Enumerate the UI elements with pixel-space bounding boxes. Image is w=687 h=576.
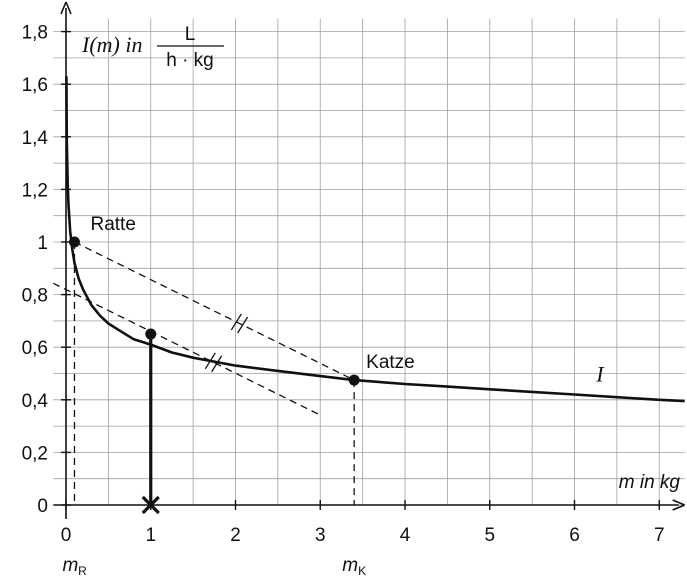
y-tick-label-2: 0,4 (22, 391, 49, 412)
y-tick-label-7: 1,4 (22, 128, 49, 149)
y-axis-label: I(m) in L h · kg (81, 24, 224, 71)
y-axis-label-denominator: h · kg (166, 50, 214, 71)
marked-x-label-0: m (63, 555, 79, 576)
y-tick-label-6: 1,2 (22, 180, 48, 201)
x-tick-label-2: 2 (230, 525, 241, 546)
point-marks: Ratte Katze (68, 214, 415, 515)
axes (53, 1, 685, 519)
secant-parallel-mark-1 (237, 316, 249, 334)
x-tick-label-3: 3 (315, 525, 326, 546)
x-tick-label-5: 5 (484, 525, 495, 546)
x-tick-label-1: 1 (145, 525, 156, 546)
cross-mark (141, 495, 160, 515)
tangent-line (52, 282, 321, 416)
y-axis-label-numerator: L (185, 24, 196, 45)
secant-line (74, 241, 355, 381)
point-label-0: Ratte (90, 214, 135, 235)
x-tick-label-0: 0 (61, 525, 72, 546)
y-tick-label-5: 1 (37, 233, 48, 254)
y-tick-label-3: 0,6 (22, 338, 48, 359)
guide-lines (52, 241, 355, 505)
point-1 (145, 328, 157, 340)
y-axis-label-prefix: I(m) in (81, 32, 142, 57)
y-tick-label-9: 1,8 (22, 23, 48, 44)
point-label-2: Katze (366, 352, 415, 373)
y-axis-arrow (60, 1, 72, 15)
grid (53, 18, 685, 506)
point-0 (68, 236, 80, 248)
tangent-parallel-mark-1 (211, 355, 223, 373)
x-axis-arrow (672, 499, 685, 511)
point-2 (348, 374, 360, 386)
x-axis-label: m in kg (619, 472, 681, 493)
y-tick-label-4: 0,8 (22, 286, 48, 307)
x-tick-label-6: 6 (569, 525, 580, 546)
y-tick-label-0: 0 (37, 496, 48, 517)
series-label-0: I (595, 361, 605, 386)
x-tick-label-4: 4 (400, 525, 411, 546)
marked-x-label-1: m (342, 555, 358, 576)
x-tick-label-7: 7 (654, 525, 665, 546)
y-tick-label-8: 1,6 (22, 75, 48, 96)
marked-x-sub-1: K (358, 564, 366, 576)
y-tick-label-1: 0,2 (22, 443, 48, 464)
secant-parallel-mark-0 (230, 313, 242, 331)
marked-x-sub-0: R (78, 564, 87, 576)
